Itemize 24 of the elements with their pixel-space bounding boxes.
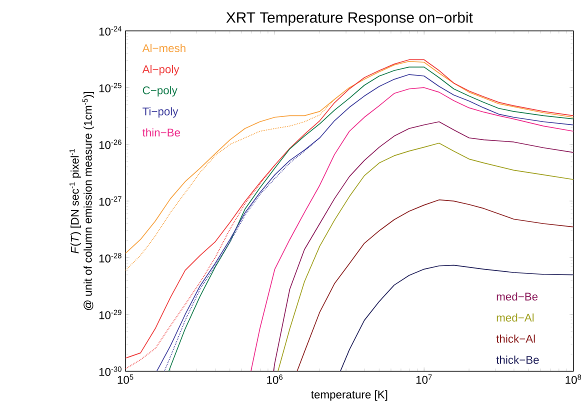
text: Al−mesh xyxy=(142,44,186,52)
y-tick-label: 10$^{-29}$ xyxy=(99,310,122,320)
x-tick-label: 10$^{6}$ xyxy=(267,374,283,384)
text: Al−poly xyxy=(142,65,180,76)
y-tick-label: 10$^{-26}$ xyxy=(99,140,122,150)
text: thin−Be xyxy=(142,128,180,137)
y-tick-label: 10$^{-30}$ xyxy=(99,366,122,376)
text: thick−Be xyxy=(496,356,539,364)
y-tick-label: 10$^{-24}$ xyxy=(99,26,122,36)
text: med−Be xyxy=(496,292,538,301)
text: med−Al xyxy=(496,314,534,322)
x-tick-label: 10$^{5}$ xyxy=(118,374,134,384)
x-tick-label: 10$^{7}$ xyxy=(416,374,432,384)
y-tick-label: 10$^{-28}$ xyxy=(99,253,122,263)
text: thick−Al xyxy=(496,334,535,343)
y-tick-label: 10$^{-27}$ xyxy=(99,196,122,206)
y-tick-label: 10$^{-25}$ xyxy=(99,83,122,93)
x-axis-title: temperature [K] xyxy=(311,390,388,401)
text: F(T) [DN sec$^{-1}$ pixel$^{-1}$ xyxy=(69,149,81,254)
text: @ unit of column emission measure (1cm$^{-5}$)] xyxy=(82,92,94,310)
text: C−poly xyxy=(142,86,178,97)
x-tick-label: 10$^{8}$ xyxy=(566,374,582,384)
chart-title: XRT Temperature Response on−orbit xyxy=(226,12,473,26)
text: Ti−poly xyxy=(142,107,178,118)
